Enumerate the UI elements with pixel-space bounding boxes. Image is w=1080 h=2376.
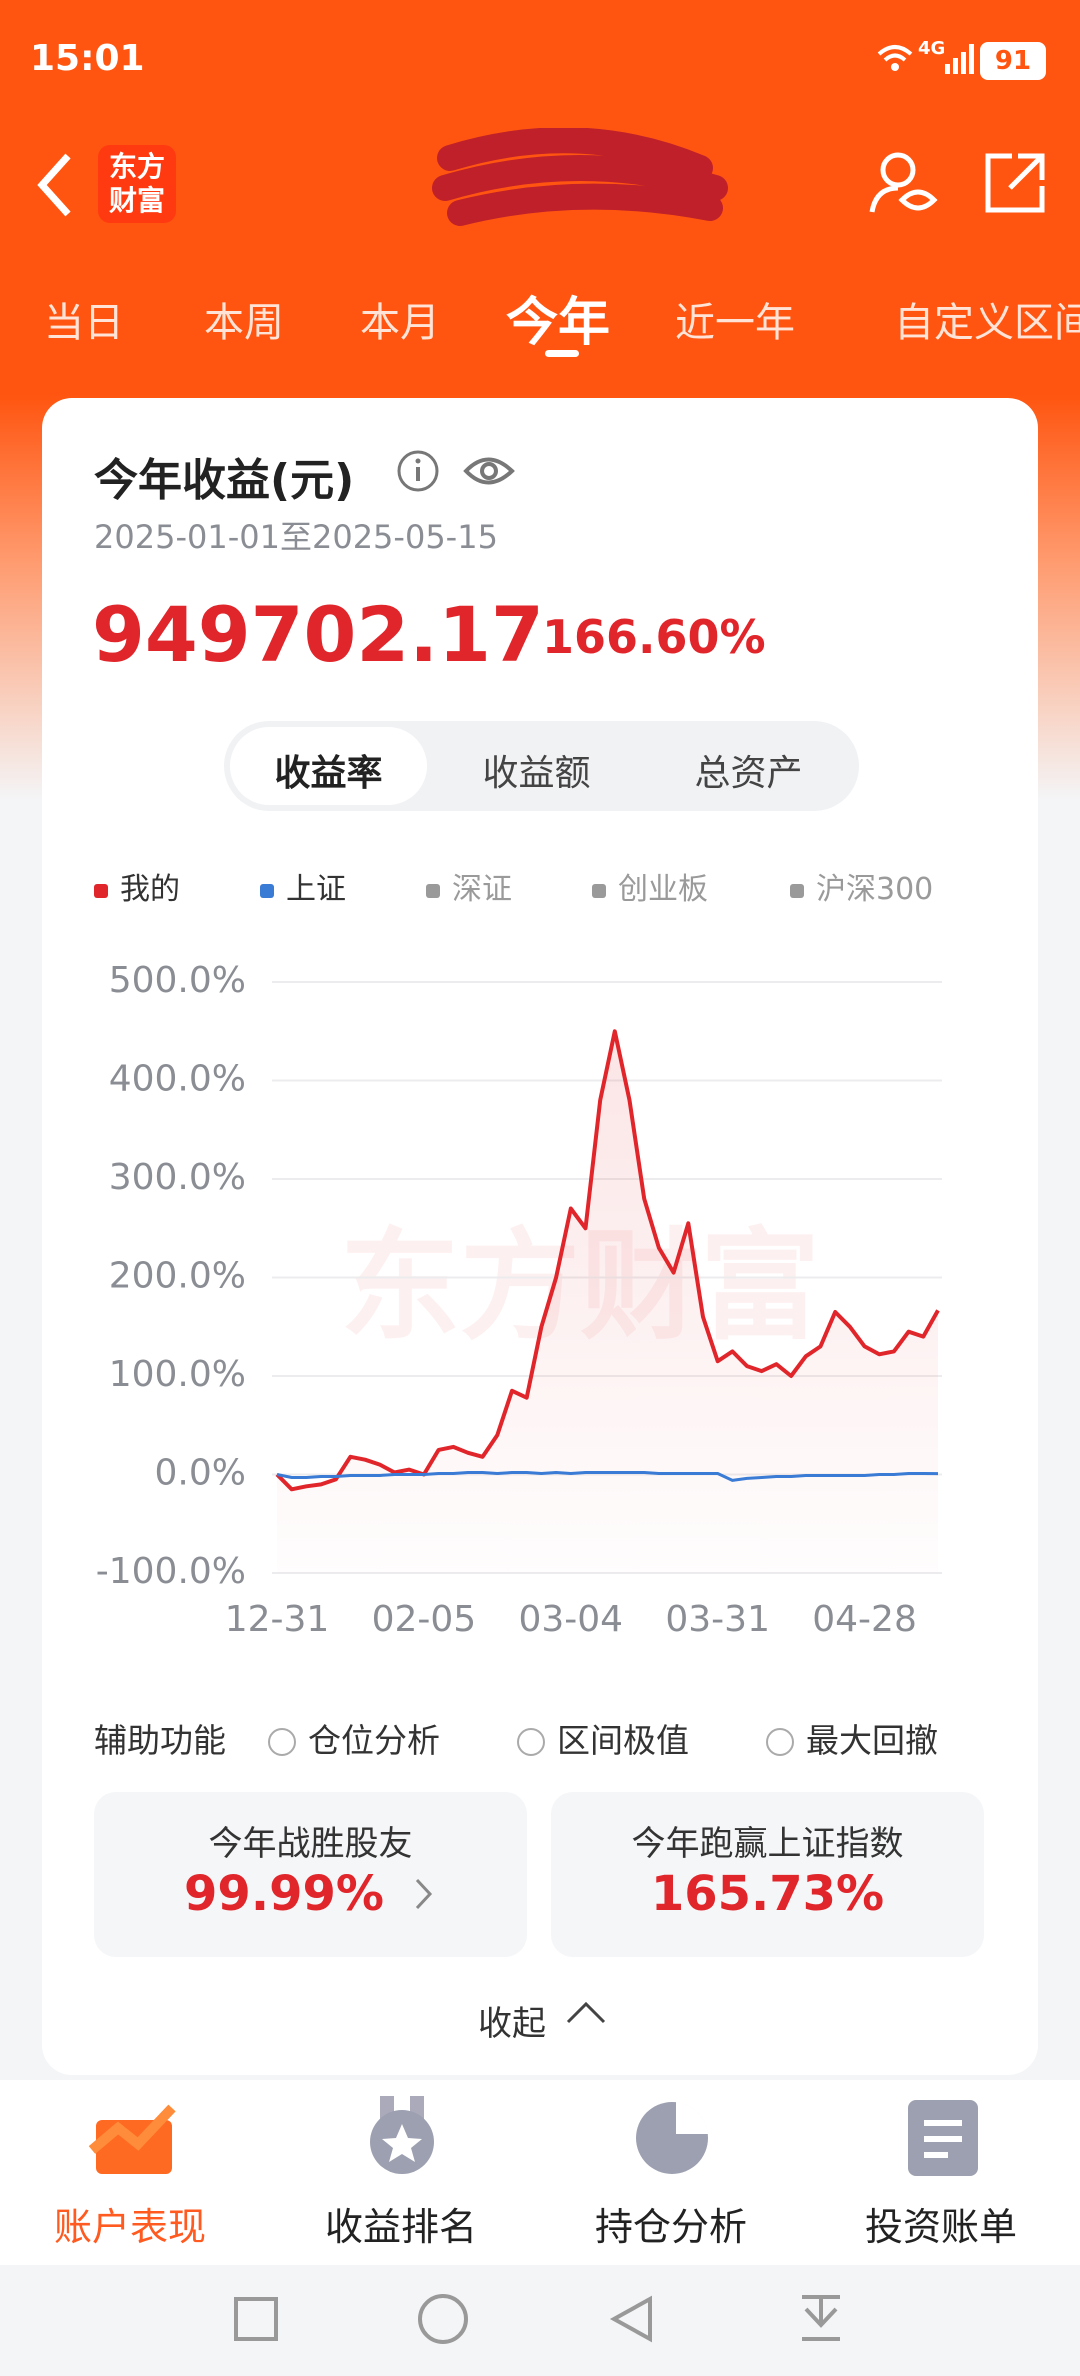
signal-icons <box>877 44 974 74</box>
status-time: 15:01 <box>30 38 145 79</box>
redacted-title <box>432 128 728 226</box>
period-tab[interactable]: 当日 <box>44 300 124 346</box>
back-button[interactable] <box>36 150 76 220</box>
line <box>275 1029 940 1492</box>
period-tab[interactable]: 近一年 <box>675 300 795 346</box>
tool-option[interactable]: 最大回撤 <box>766 1714 938 1762</box>
amount: 949702.17 <box>92 590 544 679</box>
nav-item[interactable]: 投资账单 <box>864 2205 1017 2249</box>
legend-item[interactable]: 创业板 <box>592 864 708 908</box>
battery: 91 <box>980 42 1046 80</box>
collapse-icon <box>566 2001 606 2024</box>
legend-text: 上证 <box>286 872 346 907</box>
period-tab[interactable]: 本月 <box>360 300 440 346</box>
legend-item[interactable]: 上证 <box>260 864 346 908</box>
tools-label: 辅助功能 <box>94 1721 226 1760</box>
legend-text: 创业板 <box>618 872 708 907</box>
legend-swatch <box>426 883 440 898</box>
x-tick-label: 03-04 <box>518 1599 623 1640</box>
y-tick-label: -100.0% <box>96 1551 246 1592</box>
chevron <box>415 1878 433 1910</box>
stat-box[interactable]: 今年战胜股友 99.99% <box>94 1792 527 1957</box>
legend-item[interactable]: 深证 <box>426 864 512 908</box>
logo: 东方 财富 <box>98 145 176 223</box>
nav-item-active[interactable]: 账户表现 <box>53 2205 206 2249</box>
profile-icon[interactable] <box>868 148 940 220</box>
period-tab[interactable]: 本周 <box>204 300 284 346</box>
segment[interactable]: 收益额 <box>482 753 591 794</box>
rate: 166.60% <box>542 610 766 664</box>
x-tick-label: 02-05 <box>372 1599 477 1640</box>
y-tick-label: 200.0% <box>109 1256 246 1297</box>
legend-item[interactable]: 沪深300 <box>790 864 933 908</box>
tool-option-text: 区间极值 <box>557 1721 689 1760</box>
chart: 东方财富-100.0%0.0%100.0%200.0%300.0%400.0%5… <box>96 960 942 1640</box>
stat-value: 165.73% <box>650 1866 885 1922</box>
collapse[interactable]: 收起 <box>478 2004 546 2044</box>
y-tick-label: 400.0% <box>109 1059 246 1100</box>
info-eye-icons[interactable] <box>396 448 546 494</box>
system-nav <box>234 2294 840 2344</box>
line <box>276 1471 939 1482</box>
logo-text: 东方 <box>108 150 165 183</box>
period-tab-active[interactable]: 今年 <box>506 293 611 353</box>
stat-label: 今年跑赢上证指数 <box>631 1824 904 1864</box>
area <box>277 1031 938 1573</box>
segment-selected <box>230 727 427 805</box>
date-range: 2025-01-01至2025-05-15 <box>94 518 498 556</box>
tool-option[interactable]: 仓位分析 <box>268 1714 440 1762</box>
legend-text: 沪深300 <box>816 872 934 907</box>
y-tick-label: 0.0% <box>155 1453 246 1494</box>
bottom-nav <box>0 2080 1080 2265</box>
y-tick-label: 300.0% <box>109 1157 246 1198</box>
y-tick-label: 100.0% <box>109 1354 246 1395</box>
legend-text: 深证 <box>452 872 512 907</box>
x-tick-label: 03-31 <box>665 1599 770 1640</box>
legend-swatch <box>94 883 108 898</box>
nav-item[interactable]: 收益排名 <box>324 2205 477 2249</box>
legend-swatch <box>790 883 804 898</box>
stat-label: 今年战胜股友 <box>208 1824 413 1864</box>
logo-text: 财富 <box>108 184 165 217</box>
nav-icons <box>88 2096 978 2176</box>
segment[interactable]: 总资产 <box>694 753 803 794</box>
y-tick-label: 500.0% <box>109 960 246 1001</box>
legend-swatch <box>260 883 274 898</box>
tool-option-text: 最大回撤 <box>806 1721 938 1760</box>
share-icon[interactable] <box>982 150 1048 216</box>
nav-item[interactable]: 持仓分析 <box>594 2205 747 2249</box>
legend-swatch <box>592 883 606 898</box>
tab-indicator <box>545 350 579 357</box>
x-tick-label: 04-28 <box>812 1599 917 1640</box>
legend-text: 我的 <box>120 872 180 907</box>
tool-option-text: 仓位分析 <box>308 1721 440 1760</box>
x-tick-label: 12-31 <box>225 1599 330 1640</box>
segment[interactable]: 收益率 <box>274 753 383 794</box>
tool-option[interactable]: 区间极值 <box>517 1714 689 1762</box>
network: 4G <box>918 38 946 59</box>
stat-box: 今年跑赢上证指数 165.73% <box>551 1792 984 1957</box>
stat-value: 99.99% <box>184 1866 384 1922</box>
legend-item[interactable]: 我的 <box>94 864 180 908</box>
period-tab[interactable]: 自定义区间 <box>894 300 1080 346</box>
summary-title: 今年收益(元) <box>94 455 355 506</box>
